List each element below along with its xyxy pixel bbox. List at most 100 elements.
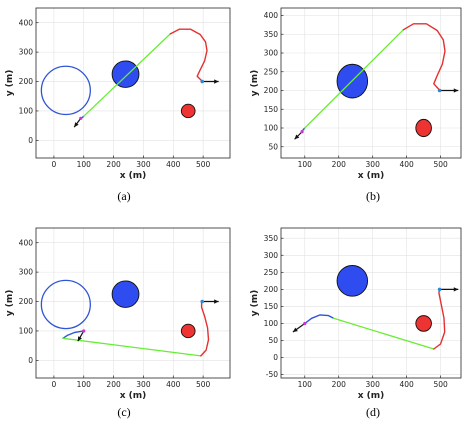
y-axis-label: y (m) xyxy=(5,70,15,97)
y-tick-label: 0 xyxy=(273,353,278,362)
panel-caption: (a) xyxy=(117,189,130,203)
x-tick-label: 400 xyxy=(399,380,414,389)
start-arrow-head xyxy=(294,134,300,140)
plot-frame xyxy=(280,227,462,379)
panel-caption: (b) xyxy=(366,189,380,203)
x-tick-label: 400 xyxy=(399,160,414,169)
x-axis-label: x (m) xyxy=(358,171,385,181)
y-tick-label: 350 xyxy=(264,234,279,243)
y-axis-label: y (m) xyxy=(250,290,260,317)
path-segment-arc xyxy=(169,28,208,82)
x-tick-label: 100 xyxy=(77,160,92,169)
goal-arrow-head xyxy=(453,287,459,292)
x-tick-label: 300 xyxy=(366,380,381,389)
plot-frame xyxy=(35,227,231,379)
panel-a: 0 100 200 300 400 500 0 100 200 300 400 x (m) y (m) (… xyxy=(5,7,231,203)
plot-area xyxy=(281,8,461,158)
path-segment-arc xyxy=(402,23,446,91)
start-point xyxy=(300,130,304,134)
y-tick-label: 300 xyxy=(19,268,34,277)
plot-frame xyxy=(35,7,231,159)
obstacle-1 xyxy=(111,60,140,88)
x-tick-label: 300 xyxy=(366,160,381,169)
y-tick-label: 350 xyxy=(264,30,279,39)
y-tick-label: 200 xyxy=(19,297,34,306)
start-arrow-head xyxy=(74,122,79,128)
goal-point xyxy=(437,287,442,292)
panel-b: 100 200 300 400 500 50 100 150 200 250 300 350 400 x … xyxy=(250,7,462,203)
path-segment-line xyxy=(332,317,435,350)
y-tick-label: 400 xyxy=(19,238,34,247)
panel-caption: (c) xyxy=(117,405,130,419)
goal-arrow-head xyxy=(453,88,459,93)
goal-point xyxy=(200,299,205,304)
x-tick-label: 500 xyxy=(433,160,448,169)
turning-circle xyxy=(40,65,91,116)
y-tick-label: 50 xyxy=(268,336,278,345)
goal-point xyxy=(200,79,205,84)
y-tick-label: 250 xyxy=(264,67,279,76)
y-tick-label: 100 xyxy=(19,327,34,336)
obstacle-2 xyxy=(180,323,196,339)
x-tick-label: 400 xyxy=(166,380,181,389)
y-tick-label: 200 xyxy=(264,86,279,95)
path-segment-line xyxy=(304,29,404,129)
x-tick-label: 500 xyxy=(433,380,448,389)
path-segment-arc xyxy=(433,288,446,350)
start-arrow-head xyxy=(292,327,298,332)
x-tick-label: 0 xyxy=(52,380,57,389)
x-tick-label: 100 xyxy=(77,380,92,389)
x-tick-label: 300 xyxy=(136,380,151,389)
x-tick-label: 0 xyxy=(52,160,57,169)
y-tick-label: -50 xyxy=(266,370,278,379)
y-tick-label: 200 xyxy=(19,77,34,86)
plot-content xyxy=(40,28,219,128)
x-axis-label: x (m) xyxy=(358,391,385,401)
panel-d: 100 200 300 400 500 -50 0 50 100 150 200 250 300 350 x… xyxy=(250,227,462,419)
x-tick-label: 200 xyxy=(332,160,347,169)
obstacle-1 xyxy=(111,280,140,308)
plot-frame xyxy=(280,7,462,159)
y-tick-label: 100 xyxy=(19,107,34,116)
y-axis-label: y (m) xyxy=(250,70,260,97)
obstacle-2 xyxy=(415,315,432,332)
panel-c: 0 100 200 300 400 500 0 100 200 300 400 x (m) y (m) (… xyxy=(5,227,231,419)
x-tick-label: 200 xyxy=(332,380,347,389)
x-tick-label: 300 xyxy=(136,160,151,169)
y-tick-label: 250 xyxy=(264,268,279,277)
path-segment-arc xyxy=(62,330,85,339)
path-segment-arc xyxy=(304,314,335,325)
goal-arrow-head xyxy=(214,79,219,84)
obstacle-2 xyxy=(180,103,196,119)
y-tick-label: 300 xyxy=(19,48,34,57)
x-tick-label: 200 xyxy=(106,380,121,389)
x-tick-label: 200 xyxy=(106,160,121,169)
y-tick-label: 100 xyxy=(264,124,279,133)
path-segment-arc xyxy=(200,300,210,357)
plot-content xyxy=(40,279,219,357)
y-tick-label: 0 xyxy=(28,356,33,365)
x-tick-label: 100 xyxy=(298,380,313,389)
path-segment-line xyxy=(83,33,171,117)
goal-arrow-head xyxy=(214,299,219,304)
goal-point xyxy=(437,88,442,93)
obstacle-2 xyxy=(415,118,432,138)
y-tick-label: 0 xyxy=(28,136,33,145)
y-tick-label: 50 xyxy=(268,142,278,151)
plot-content xyxy=(292,265,459,350)
y-axis-label: y (m) xyxy=(5,290,15,317)
y-tick-label: 150 xyxy=(264,105,279,114)
panel-caption: (d) xyxy=(366,405,380,419)
y-tick-label: 400 xyxy=(19,18,34,27)
start-point xyxy=(303,321,307,326)
y-tick-label: 200 xyxy=(264,285,279,294)
turning-circle xyxy=(40,279,91,330)
path-segment-line xyxy=(62,337,202,357)
x-tick-label: 500 xyxy=(196,380,211,389)
obstacle-1 xyxy=(336,265,369,297)
y-tick-label: 400 xyxy=(264,11,279,20)
y-tick-label: 300 xyxy=(264,49,279,58)
start-point xyxy=(79,116,83,120)
x-axis-label: x (m) xyxy=(120,391,147,401)
